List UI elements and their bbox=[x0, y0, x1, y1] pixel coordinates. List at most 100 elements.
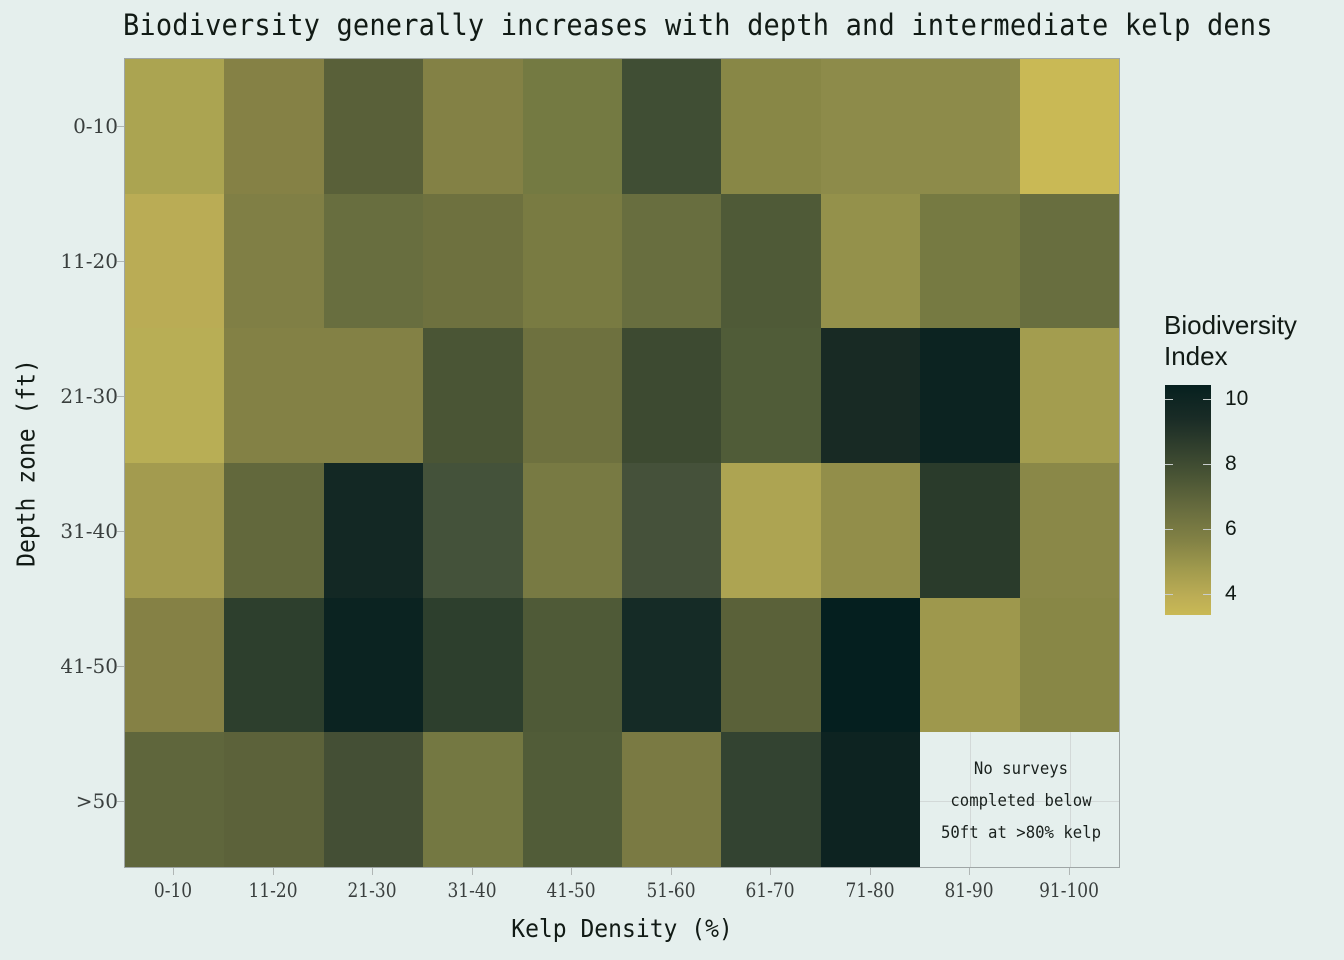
annotation-line: 50ft at >80% kelp bbox=[940, 823, 1102, 843]
heatmap-cells bbox=[125, 59, 1119, 867]
colorbar-label: 4 bbox=[1225, 582, 1237, 605]
heatmap-cell bbox=[721, 328, 821, 463]
heatmap-cell bbox=[522, 463, 622, 598]
x-tick-mark bbox=[173, 868, 174, 875]
heatmap-cell bbox=[1019, 463, 1119, 598]
y-tick-label: 21-30 bbox=[60, 384, 118, 408]
heatmap-cell bbox=[622, 463, 722, 598]
x-tick-mark bbox=[671, 868, 672, 875]
colorbar-tick bbox=[1165, 464, 1173, 465]
chart-title: Biodiversity generally increases with de… bbox=[123, 8, 1273, 42]
y-tick-mark bbox=[117, 801, 124, 802]
heatmap-cell bbox=[920, 463, 1020, 598]
heatmap-cell bbox=[622, 59, 722, 194]
heatmap-cell bbox=[125, 59, 225, 194]
heatmap-cell bbox=[423, 463, 523, 598]
heatmap-cell bbox=[224, 732, 324, 867]
heatmap-cell bbox=[323, 463, 424, 598]
y-axis-title: Depth zone (ft) bbox=[11, 359, 41, 567]
y-tick-mark bbox=[117, 666, 124, 667]
heatmap-cell bbox=[224, 328, 324, 463]
x-tick-mark bbox=[770, 868, 771, 875]
heatmap-cell bbox=[820, 597, 921, 733]
heatmap-cell bbox=[125, 597, 225, 733]
heatmap-cell bbox=[1019, 328, 1119, 463]
heatmap-cell bbox=[125, 463, 225, 598]
heatmap-cell bbox=[423, 193, 523, 329]
x-tick-mark bbox=[273, 868, 274, 875]
x-tick-mark bbox=[472, 868, 473, 875]
heatmap-cell bbox=[423, 328, 523, 463]
heatmap-cell bbox=[423, 732, 523, 867]
heatmap-cell bbox=[721, 463, 821, 598]
heatmap-cell bbox=[920, 193, 1020, 329]
colorbar-tick bbox=[1165, 529, 1173, 530]
y-tick-mark bbox=[117, 126, 124, 127]
heatmap-cell bbox=[522, 732, 622, 867]
colorbar-tick bbox=[1165, 399, 1173, 400]
heatmap-cell bbox=[323, 597, 424, 733]
legend-title-line: Index bbox=[1164, 341, 1228, 371]
legend-title: Biodiversity Index bbox=[1164, 310, 1334, 372]
colorbar-legend: Biodiversity Index 10 8 6 4 bbox=[1164, 310, 1334, 615]
y-tick-label: 11-20 bbox=[60, 249, 118, 273]
heatmap-cell bbox=[721, 597, 821, 733]
y-tick-mark bbox=[117, 531, 124, 532]
heatmap-cell bbox=[622, 328, 722, 463]
heatmap-cell bbox=[820, 463, 921, 598]
heatmap-cell bbox=[920, 59, 1020, 194]
y-tick-mark bbox=[117, 261, 124, 262]
heatmap-plot-area: No surveys completed below 50ft at >80% … bbox=[124, 58, 1120, 868]
heatmap-cell bbox=[721, 59, 821, 194]
y-tick-label: 0-10 bbox=[73, 114, 118, 138]
no-data-annotation: No surveys completed below 50ft at >80% … bbox=[930, 734, 1112, 868]
heatmap-cell bbox=[125, 328, 225, 463]
heatmap-cell bbox=[1019, 59, 1119, 194]
x-tick-label: 0-10 bbox=[153, 878, 193, 902]
heatmap-cell bbox=[622, 597, 722, 733]
heatmap-cell bbox=[820, 732, 921, 867]
heatmap-cell bbox=[423, 59, 523, 194]
x-tick-label: 11-20 bbox=[248, 878, 298, 902]
heatmap-cell bbox=[224, 597, 324, 733]
heatmap-cell bbox=[721, 732, 821, 867]
heatmap-cell bbox=[323, 193, 424, 329]
x-tick-label: 91-100 bbox=[1039, 878, 1099, 902]
colorbar-tick bbox=[1203, 399, 1211, 400]
annotation-line: completed below bbox=[950, 791, 1092, 811]
y-tick-label: 31-40 bbox=[60, 519, 118, 543]
heatmap-cell bbox=[522, 597, 622, 733]
heatmap-cell bbox=[224, 463, 324, 598]
heatmap-cell bbox=[820, 59, 921, 194]
colorbar bbox=[1165, 385, 1211, 615]
heatmap-cell bbox=[920, 597, 1020, 733]
colorbar-label: 6 bbox=[1225, 517, 1237, 540]
heatmap-cell bbox=[622, 732, 722, 867]
x-tick-mark bbox=[372, 868, 373, 875]
heatmap-cell bbox=[323, 732, 424, 867]
heatmap-cell bbox=[920, 328, 1020, 463]
x-tick-label: 31-40 bbox=[447, 878, 497, 902]
heatmap-cell bbox=[323, 59, 424, 194]
x-tick-label: 21-30 bbox=[347, 878, 397, 902]
x-axis-title: Kelp Density (%) bbox=[511, 914, 733, 943]
y-tick-label: >50 bbox=[75, 789, 118, 813]
x-tick-label: 61-70 bbox=[745, 878, 795, 902]
heatmap-cell bbox=[1019, 193, 1119, 329]
heatmap-cell bbox=[125, 193, 225, 329]
heatmap-cell bbox=[522, 328, 622, 463]
heatmap-cell bbox=[522, 59, 622, 194]
y-tick-label: 41-50 bbox=[60, 654, 118, 678]
heatmap-cell bbox=[622, 193, 722, 329]
heatmap-cell bbox=[423, 597, 523, 733]
colorbar-tick bbox=[1203, 464, 1211, 465]
heatmap-cell bbox=[721, 193, 821, 329]
x-tick-mark bbox=[870, 868, 871, 875]
heatmap-cell bbox=[323, 328, 424, 463]
x-tick-label: 51-60 bbox=[646, 878, 696, 902]
x-tick-label: 81-90 bbox=[944, 878, 994, 902]
colorbar-tick bbox=[1165, 594, 1173, 595]
x-tick-label: 71-80 bbox=[845, 878, 895, 902]
heatmap-cell bbox=[1019, 597, 1119, 733]
heatmap-cell bbox=[522, 193, 622, 329]
